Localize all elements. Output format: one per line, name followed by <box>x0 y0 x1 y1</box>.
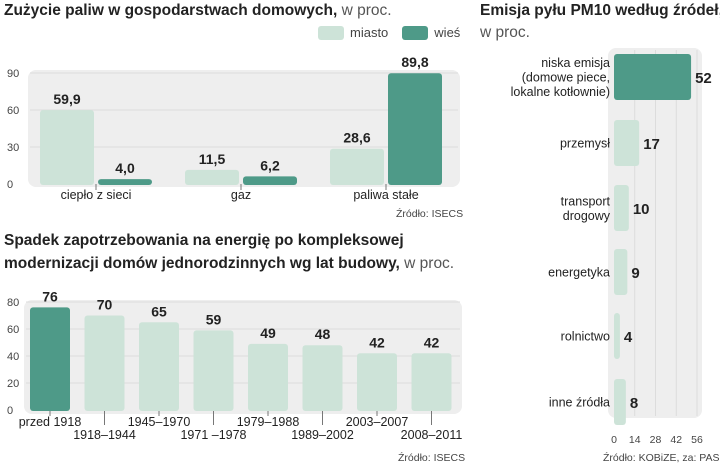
fuel-bar-label-2-1: 89,8 <box>401 54 428 70</box>
demand-bar-label-3: 59 <box>206 311 222 327</box>
demand-bar-2 <box>139 322 179 411</box>
demand-bar-6 <box>357 353 397 411</box>
pm10-category-label-3-0: energetyka <box>548 266 610 280</box>
fuel-bar-label-0-1: 4,0 <box>115 160 135 176</box>
demand-x-tick-label-0: przed 1918 <box>19 415 82 429</box>
fuel-bar-1-0 <box>185 169 239 185</box>
legend-swatch-city <box>318 25 344 40</box>
pm10-bar-label-5: 8 <box>630 395 638 412</box>
fuel-chart-title: Zużycie paliw w gospodarstwach domowych,… <box>4 0 392 22</box>
pm10-bar-label-1: 17 <box>643 136 660 153</box>
demand-y-tick-label-1: 20 <box>7 378 19 390</box>
demand-source: Źródło: ISECS <box>398 452 466 464</box>
demand-chart-title-line1: Spadek zapotrzebowania na energię po kom… <box>4 232 404 249</box>
fuel-x-tick-label-2: paliwa stałe <box>353 188 418 202</box>
demand-bar-label-7: 42 <box>424 334 440 350</box>
demand-bar-0 <box>30 307 70 411</box>
pm10-unit-text: w proc. <box>480 24 530 41</box>
fuel-chart: 0 30 60 90 59,9 4,0 ciepło z sieci 11,5 6,2 gaz 28… <box>7 54 460 202</box>
fuel-legend: miasto wieś <box>318 25 474 40</box>
fuel-source: Źródło: ISECS <box>396 208 464 220</box>
demand-bar-label-6: 42 <box>369 334 385 350</box>
demand-bar-label-5: 48 <box>315 326 331 342</box>
fuel-x-tick-label-0: ciepło z sieci <box>61 188 132 202</box>
demand-bar-label-2: 65 <box>151 303 167 319</box>
pm10-category-label-1-0: przemysł <box>560 137 610 151</box>
fuel-y-tick-label-2: 60 <box>7 105 19 117</box>
legend-label-city: miasto <box>350 25 389 40</box>
demand-x-tick-label-5: 1989–2002 <box>291 428 354 442</box>
legend-swatch-village <box>402 25 429 40</box>
demand-x-tick-label-4: 1979–1988 <box>237 415 300 429</box>
pm10-bar-1 <box>614 120 640 166</box>
pm10-bar-5 <box>614 379 626 425</box>
fuel-bar-2-1 <box>388 73 442 185</box>
pm10-x-tick-label-4: 56 <box>691 434 703 446</box>
pm10-x-tick-label-2: 28 <box>650 434 662 446</box>
pm10-chart: 0 14 28 42 56 52 niska emisja(domowe piece,lok… <box>511 48 712 446</box>
pm10-bar-0 <box>614 54 692 100</box>
pm10-chart-title: Emisja pyłu PM10 według źródeł, <box>480 2 720 19</box>
pm10-bar-3 <box>614 249 628 295</box>
pm10-bar-label-2: 10 <box>633 201 650 218</box>
pm10-x-tick-label-3: 42 <box>670 434 682 446</box>
pm10-x-tick-label-0: 0 <box>611 434 617 446</box>
fuel-y-tick-label-0: 0 <box>7 179 13 191</box>
demand-bar-3 <box>193 330 234 411</box>
pm10-x-tick-label-1: 14 <box>629 434 641 446</box>
fuel-bar-label-1-0: 11,5 <box>199 151 226 167</box>
demand-y-tick-label-3: 60 <box>7 324 19 336</box>
demand-bar-4 <box>248 343 288 411</box>
fuel-bar-1-1 <box>243 176 297 185</box>
pm10-bar-label-4: 4 <box>624 329 633 346</box>
fuel-x-tick-label-1: gaz <box>231 188 251 202</box>
pm10-title-unit: w proc. <box>480 22 530 44</box>
fuel-bar-0-1 <box>98 179 152 185</box>
demand-x-tick-label-2: 1945–1970 <box>128 415 191 429</box>
demand-bar-label-0: 76 <box>42 288 58 304</box>
pm10-category-label-4-0: rolnictwo <box>561 330 610 344</box>
pm10-source: Źródło: KOBiZE, za: PAS <box>603 452 720 464</box>
fuel-y-tick-label-3: 90 <box>7 68 19 80</box>
pm10-category-label-2-1: drogowy <box>563 209 611 223</box>
pm10-bar-4 <box>614 313 620 359</box>
demand-y-tick-label-4: 80 <box>7 297 19 309</box>
demand-bar-5 <box>302 345 343 411</box>
fuel-title-text: Zużycie paliw w gospodarstwach domowych, <box>4 2 338 19</box>
fuel-bar-label-1-1: 6,2 <box>260 157 280 173</box>
pm10-category-label-0-1: (domowe piece, <box>522 71 610 85</box>
fuel-title-unit: w proc. <box>341 2 392 19</box>
demand-bar-label-1: 70 <box>97 297 113 313</box>
pm10-bar-2 <box>614 185 629 231</box>
fuel-bar-label-2-0: 28,6 <box>343 130 370 146</box>
pm10-category-label-2-0: transport <box>561 194 611 208</box>
demand-bar-label-4: 49 <box>260 325 276 341</box>
demand-x-tick-label-3: 1971 –1978 <box>180 428 246 442</box>
pm10-category-label-5-0: inne źródła <box>549 396 610 410</box>
demand-bar-1 <box>84 315 125 411</box>
demand-x-tick-label-6: 2003–2007 <box>346 415 409 429</box>
demand-chart: 0 20 40 60 80 76 przed 1918 70 1918–1944 65 1945–1… <box>7 288 463 442</box>
pm10-category-label-0-2: lokalne kotłownie) <box>511 85 610 99</box>
pm10-bar-label-0: 52 <box>695 70 712 87</box>
demand-y-tick-label-0: 0 <box>7 405 13 417</box>
demand-x-tick-label-1: 1918–1944 <box>73 428 136 442</box>
demand-bar-7 <box>411 353 452 411</box>
pm10-category-label-0-0: niska emisja <box>541 56 610 70</box>
fuel-bar-label-0-0: 59,9 <box>53 91 80 107</box>
demand-y-tick-label-2: 40 <box>7 351 19 363</box>
pm10-bar-label-3: 9 <box>631 265 639 282</box>
demand-chart-title-line2: modernizacji domów jednorodzinnych wg la… <box>4 253 454 275</box>
demand-x-tick-label-7: 2008–2011 <box>401 428 463 442</box>
demand-title-unit: w proc. <box>404 255 455 272</box>
fuel-bar-2-0 <box>330 148 384 185</box>
legend-label-village: wieś <box>434 25 461 40</box>
demand-title-text: modernizacji domów jednorodzinnych wg la… <box>4 255 400 272</box>
fuel-y-tick-label-1: 30 <box>7 142 19 154</box>
fuel-bar-0-0 <box>40 110 94 185</box>
